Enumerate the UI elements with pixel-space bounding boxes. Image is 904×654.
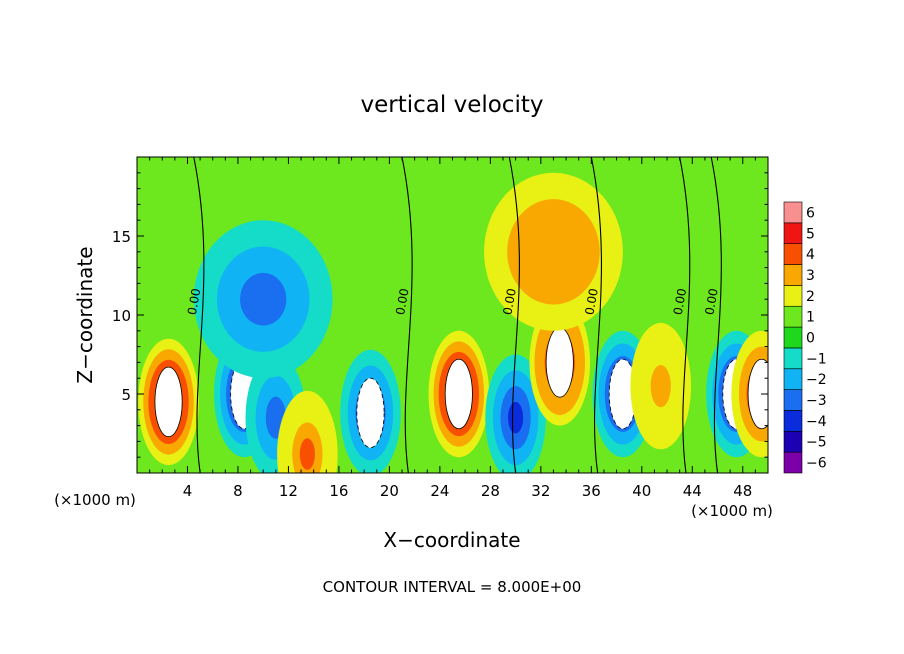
x-unit-right: (×1000 m) — [691, 502, 773, 520]
y-tick-label: 5 — [121, 386, 131, 404]
x-tick-label: 12 — [279, 482, 298, 500]
contour-label: 0.00 — [582, 287, 600, 316]
field-cell-band — [299, 438, 315, 470]
field-cell-core — [444, 358, 473, 430]
colorbar-label: −2 — [806, 372, 827, 388]
contour-label: 0.00 — [702, 287, 720, 316]
field-cell — [340, 349, 401, 473]
colorbar-label: −4 — [806, 414, 827, 430]
colorbar-swatch — [783, 368, 803, 390]
x-tick-label: 24 — [430, 482, 449, 500]
colorbar-label: 0 — [806, 331, 815, 347]
colorbar-swatch — [783, 222, 803, 244]
colorbar-label: 6 — [806, 205, 815, 221]
colorbar-swatch — [783, 326, 803, 349]
colorbar-label: 4 — [806, 247, 815, 263]
colorbar-swatch — [783, 201, 803, 224]
colorbar-label: −1 — [806, 351, 827, 367]
x-tick-label: 20 — [380, 482, 399, 500]
colorbar-label: −3 — [806, 393, 827, 409]
colorbar-swatch — [783, 410, 803, 432]
field-cell-core — [747, 358, 768, 430]
chart-title: vertical velocity — [361, 92, 544, 118]
x-tick-label: 16 — [329, 482, 348, 500]
field-cell — [428, 330, 490, 458]
colorbar-label: −5 — [806, 435, 827, 451]
field-cell-core — [545, 327, 574, 398]
heatmap-field — [137, 157, 768, 473]
field-cell-band — [530, 225, 577, 279]
x-axis-label: X−coordinate — [383, 528, 520, 552]
field-cell — [731, 330, 768, 458]
contour-lines: 0.00 0.00 0.00 0.00 0.00 0.00 — [185, 157, 722, 473]
zero-contour — [710, 157, 722, 473]
colorbar-swatch — [783, 264, 803, 286]
y-tick-label: 15 — [112, 228, 131, 246]
field-cell-band — [508, 401, 524, 434]
y-axis-ticks: 5 10 15 — [112, 172, 768, 458]
colorbar-swatch — [783, 305, 803, 328]
x-tick-label: 8 — [233, 482, 243, 500]
field-cell-core — [356, 377, 385, 449]
colorbar-swatch — [783, 431, 803, 453]
field-cell — [529, 299, 591, 426]
x-tick-label: 32 — [531, 482, 550, 500]
colorbar-label: 3 — [806, 268, 815, 284]
x-tick-label: 4 — [183, 482, 193, 500]
colorbar: −6 −5 −4 −3 −2 −1 0 1 2 3 4 5 6 — [783, 201, 827, 474]
colorbar-label: 2 — [806, 289, 815, 305]
zero-contour — [508, 157, 520, 473]
x-tick-label: 28 — [481, 482, 500, 500]
colorbar-swatch — [783, 451, 803, 474]
y-axis-label: Z−coordinate — [73, 246, 97, 383]
y-tick-label: 10 — [112, 307, 131, 325]
colorbar-label: −6 — [806, 456, 827, 472]
zero-contour — [401, 157, 413, 473]
field-cell-band — [650, 365, 671, 408]
field-cell — [138, 338, 199, 466]
contour-label: 0.00 — [393, 287, 411, 316]
colorbar-swatch — [783, 389, 803, 411]
contour-label: 0.00 — [500, 287, 518, 316]
x-unit-left: (×1000 m) — [54, 491, 136, 509]
x-tick-label: 36 — [582, 482, 601, 500]
colorbar-label: 5 — [806, 226, 815, 242]
zero-contour — [590, 157, 602, 473]
contour-label: 0.00 — [671, 287, 689, 316]
field-cell — [277, 390, 338, 473]
x-tick-label: 44 — [683, 482, 702, 500]
colorbar-swatch — [783, 347, 803, 370]
field-cell-band — [240, 272, 287, 326]
colorbar-label: 1 — [806, 310, 815, 326]
field-cell — [485, 354, 546, 473]
colorbar-swatch — [783, 285, 803, 307]
contour-label: 0.00 — [185, 287, 203, 316]
zero-contour — [679, 157, 691, 473]
colorbar-swatch — [783, 243, 803, 265]
zero-contour — [193, 157, 205, 473]
x-axis-ticks: 4 8 12 16 20 24 28 32 36 40 44 48 — [149, 157, 756, 500]
x-tick-label: 48 — [733, 482, 752, 500]
field-cell-core — [154, 366, 183, 438]
contour-interval-note: CONTOUR INTERVAL = 8.000E+00 — [323, 578, 582, 596]
field-cell — [193, 220, 333, 379]
field-cell — [630, 322, 692, 450]
x-tick-label: 40 — [632, 482, 651, 500]
